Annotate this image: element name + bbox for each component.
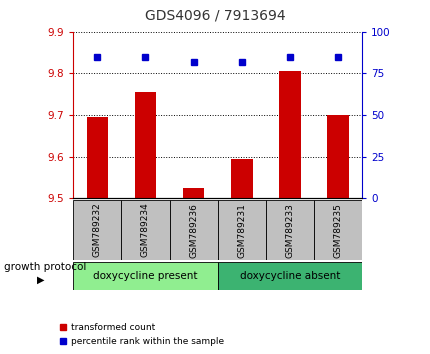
Text: GSM789234: GSM789234 [141, 203, 150, 257]
Legend: transformed count, percentile rank within the sample: transformed count, percentile rank withi… [56, 320, 227, 349]
Bar [121, 200, 169, 260]
Text: GSM789231: GSM789231 [237, 202, 246, 258]
Bar [313, 200, 361, 260]
Text: doxycycline absent: doxycycline absent [239, 271, 339, 281]
Text: GSM789236: GSM789236 [189, 202, 198, 258]
Bar [217, 262, 361, 290]
Bar [278, 72, 300, 198]
Text: GSM789235: GSM789235 [333, 202, 342, 258]
Bar [230, 159, 252, 198]
Bar [134, 92, 156, 198]
Text: GSM789232: GSM789232 [92, 203, 101, 257]
Bar [73, 200, 121, 260]
Text: growth protocol: growth protocol [4, 262, 86, 272]
Bar [86, 117, 108, 198]
Bar [326, 115, 348, 198]
Bar [169, 200, 217, 260]
Bar [73, 262, 217, 290]
Text: GSM789233: GSM789233 [285, 202, 294, 258]
Bar [265, 200, 313, 260]
Text: doxycycline present: doxycycline present [93, 271, 197, 281]
Bar [217, 200, 265, 260]
Bar [182, 188, 204, 198]
Text: GDS4096 / 7913694: GDS4096 / 7913694 [145, 9, 285, 23]
Text: ▶: ▶ [37, 275, 44, 285]
